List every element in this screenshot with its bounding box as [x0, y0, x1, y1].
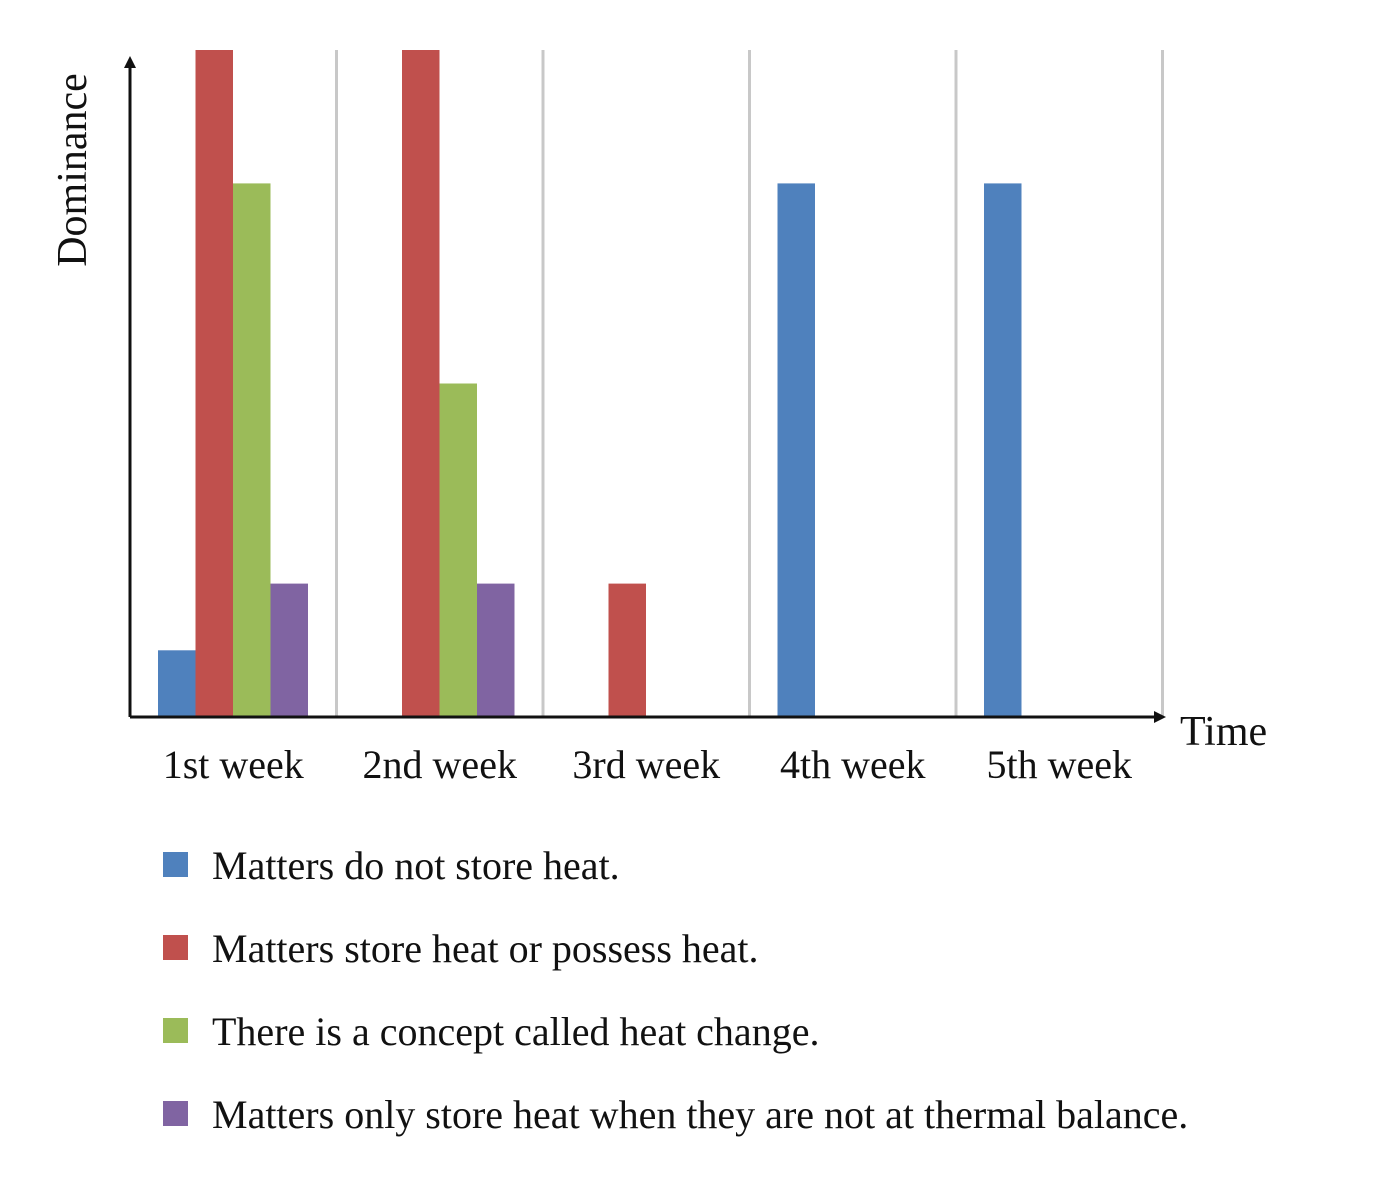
legend-swatch — [163, 852, 188, 877]
x-tick-label: 2nd week — [363, 742, 517, 787]
bar-1st-week-series-3 — [233, 183, 271, 717]
bar-2nd-week-series-2 — [402, 50, 440, 717]
bar-2nd-week-series-4 — [477, 583, 515, 717]
grid-lines — [335, 50, 1164, 717]
x-tick-label: 5th week — [986, 742, 1132, 787]
x-tick-label: 1st week — [163, 742, 304, 787]
bar-3rd-week-series-2 — [608, 583, 646, 717]
axes — [124, 56, 1166, 723]
legend-swatch — [163, 1018, 188, 1043]
bar-5th-week-series-1 — [984, 183, 1022, 717]
labels: 1st week 2nd week 3rd week 4th week 5th week… — [50, 73, 1267, 787]
y-axis-label: Dominance — [50, 73, 96, 267]
legend: Matters do not store heat. Matters store … — [163, 843, 1188, 1137]
bar-4th-week-series-1 — [777, 183, 815, 717]
bar-2nd-week-series-3 — [439, 383, 477, 717]
legend-swatch — [163, 1101, 188, 1126]
legend-entry: Matters only store heat when they are no… — [212, 1092, 1188, 1137]
bars — [158, 50, 1022, 717]
bar-1st-week-series-1 — [158, 650, 196, 717]
bar-1st-week-series-2 — [195, 50, 233, 717]
legend-entry: There is a concept called heat change. — [212, 1009, 819, 1054]
legend-swatch — [163, 935, 188, 960]
x-axis-label: Time — [1180, 709, 1267, 755]
legend-entry: Matters do not store heat. — [212, 843, 620, 888]
x-tick-label: 4th week — [780, 742, 926, 787]
x-tick-label: 3rd week — [572, 742, 720, 787]
bar-1st-week-series-4 — [270, 583, 308, 717]
legend-entry: Matters store heat or possess heat. — [212, 926, 759, 971]
